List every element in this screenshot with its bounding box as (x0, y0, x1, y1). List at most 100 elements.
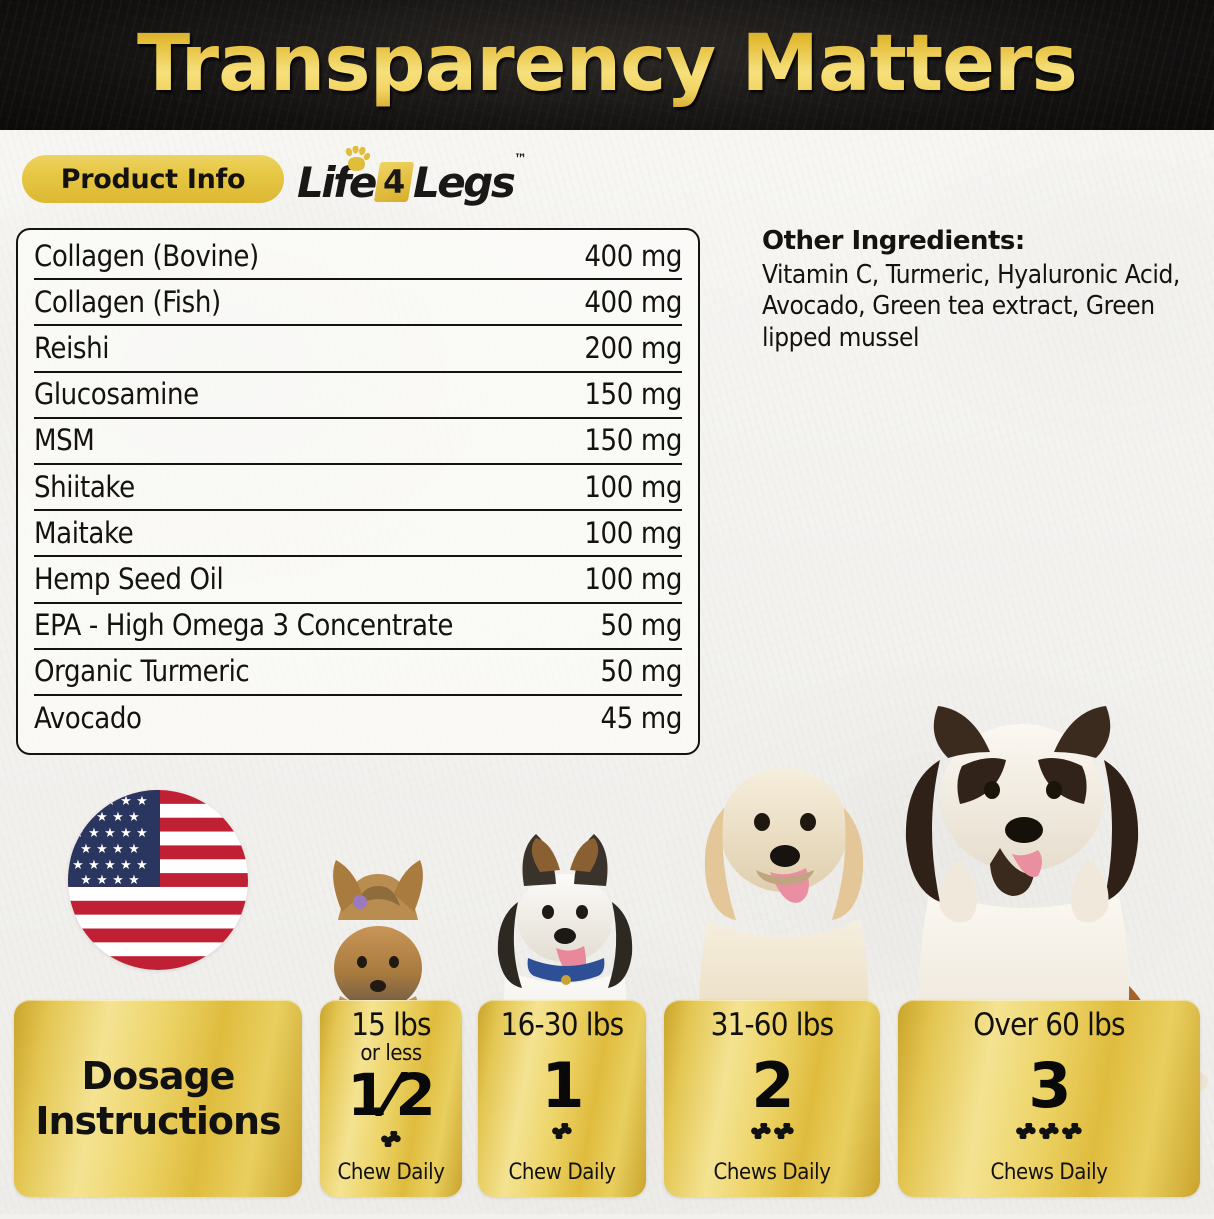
svg-text:★: ★ (136, 794, 148, 809)
supplement-facts-table: Collagen (Bovine) 400 mg Collagen (Fish)… (16, 228, 700, 755)
table-row: Glucosamine 150 mg (34, 373, 682, 419)
table-row: Collagen (Bovine) 400 mg (34, 234, 682, 281)
bone-icon (1039, 1123, 1059, 1140)
ingredient-amount: 50 mg (600, 654, 683, 689)
table-row: Avocado 45 mg (34, 696, 682, 742)
usa-flag-icon: ★★★★★ ★★★★ ★★★★★ ★★★★ ★★★★★ ★★★★ (68, 790, 248, 970)
ingredient-name: Hemp Seed Oil (34, 561, 224, 596)
bone-icons-3 (750, 1120, 794, 1142)
svg-text:★: ★ (128, 842, 140, 857)
brand-name-part2: Legs (413, 158, 516, 207)
dosage-instructions-bar: Dosage Instructions 15 lbs or less 1⁄2 C… (0, 1000, 1214, 1200)
dosage-tier-card-2: 16-30 lbs 1 Chew Daily (478, 1000, 646, 1197)
svg-text:★: ★ (96, 842, 108, 857)
svg-text:★: ★ (96, 873, 108, 888)
dosage-weight-1: 15 lbs (351, 1007, 431, 1043)
bone-icon (552, 1123, 572, 1140)
ingredient-name: Glucosamine (34, 377, 199, 412)
ingredient-amount: 100 mg (584, 469, 682, 504)
ingredient-name: EPA - High Omega 3 Concentrate (34, 608, 454, 643)
svg-text:★: ★ (128, 810, 140, 825)
dosage-tier-card-1: 15 lbs or less 1⁄2 Chew Daily (320, 1000, 462, 1197)
svg-text:★: ★ (104, 826, 116, 841)
dosage-tier-card-3: 31-60 lbs 2 Chews Daily (664, 1000, 880, 1197)
table-row: Reishi 200 mg (34, 326, 682, 373)
svg-text:★: ★ (104, 858, 116, 873)
ingredient-name: Organic Turmeric (34, 654, 250, 689)
dosage-frequency-2: Chew Daily (508, 1160, 616, 1185)
product-info-label: Product Info (60, 163, 246, 195)
other-ingredients-title: Other Ingredients: (762, 226, 1025, 256)
svg-text:★: ★ (88, 858, 100, 873)
brand-logo: Life 4 Legs ™ (297, 145, 542, 212)
ingredient-name: MSM (34, 423, 95, 458)
product-info-badge: Product Info (22, 155, 284, 203)
bone-icons-2 (552, 1120, 572, 1142)
bone-icon (381, 1130, 401, 1147)
ingredient-name: Maitake (34, 515, 134, 550)
ingredient-amount: 100 mg (584, 561, 682, 596)
dosage-weight-3: 31-60 lbs (710, 1007, 834, 1043)
brand-four-digit: 4 (382, 163, 406, 201)
brand-four-mark: 4 (373, 162, 415, 202)
svg-text:★: ★ (112, 873, 124, 888)
ingredient-amount: 400 mg (584, 238, 682, 273)
svg-text:★: ★ (128, 873, 140, 888)
dosage-heading-card: Dosage Instructions (14, 1000, 302, 1197)
paw-print-icon (342, 145, 372, 172)
page-title: Transparency Matters (0, 14, 1214, 114)
table-row: MSM 150 mg (34, 419, 682, 465)
dosage-amount-2: 1 (541, 1048, 584, 1122)
table-row: Shiitake 100 mg (34, 465, 682, 512)
ingredient-amount: 400 mg (584, 284, 682, 319)
ingredient-name: Collagen (Bovine) (34, 238, 259, 273)
svg-text:★: ★ (112, 810, 124, 825)
svg-text:★: ★ (136, 858, 148, 873)
dosage-weight-2: 16-30 lbs (500, 1007, 624, 1043)
bone-icon (750, 1123, 771, 1140)
ingredient-amount: 100 mg (584, 515, 682, 550)
bone-icon (1062, 1123, 1082, 1140)
trademark-symbol: ™ (514, 152, 527, 167)
ingredient-amount: 50 mg (600, 608, 683, 643)
other-ingredients-section: Other Ingredients: Vitamin C, Turmeric, … (762, 226, 1200, 354)
dosage-amount-1: 1⁄2 (347, 1060, 435, 1129)
page-header: Transparency Matters (0, 0, 1214, 130)
dosage-weight-4: Over 60 lbs (973, 1007, 1125, 1043)
svg-text:★: ★ (96, 810, 108, 825)
dosage-frequency-1: Chew Daily (337, 1160, 445, 1185)
dosage-frequency-4: Chews Daily (990, 1160, 1108, 1185)
ingredient-amount: 45 mg (600, 701, 683, 736)
svg-text:★: ★ (80, 873, 92, 888)
ingredient-name: Collagen (Fish) (34, 284, 221, 319)
svg-text:★: ★ (120, 794, 132, 809)
bone-icon (773, 1123, 794, 1140)
ingredient-name: Shiitake (34, 469, 135, 504)
dosage-heading-line2: Instructions (35, 1098, 281, 1143)
bone-icon (1016, 1123, 1036, 1140)
svg-text:★: ★ (120, 826, 132, 841)
ingredient-name: Reishi (34, 330, 110, 365)
dosage-tier-card-4: Over 60 lbs 3 Chews Daily (898, 1000, 1200, 1197)
table-row: Collagen (Fish) 400 mg (34, 280, 682, 327)
dosage-amount-3: 2 (751, 1048, 794, 1122)
table-row: Organic Turmeric 50 mg (34, 650, 682, 696)
ingredient-name: Avocado (34, 701, 142, 736)
table-row: EPA - High Omega 3 Concentrate 50 mg (34, 604, 682, 650)
svg-text:★: ★ (136, 826, 148, 841)
bone-icons-4 (1016, 1120, 1082, 1142)
ingredient-amount: 150 mg (584, 377, 682, 412)
dosage-amount-4: 3 (1028, 1048, 1071, 1122)
ingredient-amount: 200 mg (584, 330, 682, 365)
svg-text:★: ★ (120, 858, 132, 873)
table-row: Hemp Seed Oil 100 mg (34, 557, 682, 604)
ingredient-amount: 150 mg (584, 423, 682, 458)
svg-text:★: ★ (88, 826, 100, 841)
table-row: Maitake 100 mg (34, 511, 682, 558)
svg-text:★: ★ (80, 842, 92, 857)
svg-text:★: ★ (72, 858, 84, 873)
other-ingredients-text: Vitamin C, Turmeric, Hyaluronic Acid, Av… (762, 260, 1180, 353)
bone-icons-1 (381, 1128, 401, 1150)
svg-text:★: ★ (112, 842, 124, 857)
dosage-frequency-3: Chews Daily (713, 1160, 831, 1185)
